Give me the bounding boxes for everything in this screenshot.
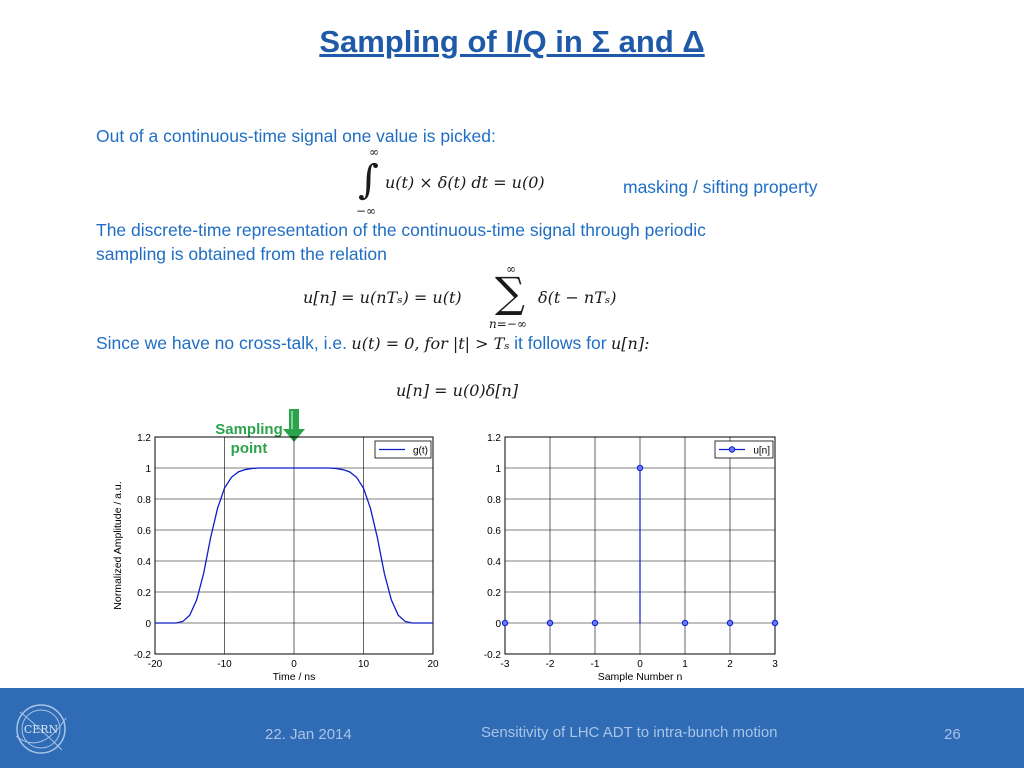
sum-upper-limit: ∞ <box>506 262 516 276</box>
x-tick-label: -20 <box>148 659 163 670</box>
x-tick-label: -10 <box>217 659 232 670</box>
y-tick-label: 0.4 <box>137 557 151 568</box>
y-tick-label: 1 <box>145 464 151 475</box>
y-tick-label: 1 <box>495 464 501 475</box>
x-tick-label: 3 <box>772 659 778 670</box>
legend-label: u[n] <box>753 446 770 457</box>
masking-label: masking / sifting property <box>623 177 818 197</box>
x-tick-label: 0 <box>291 659 297 670</box>
paragraph-line-1: The discrete-time representation of the … <box>96 220 706 240</box>
stem-marker <box>636 464 644 472</box>
x-tick-label: -1 <box>591 659 600 670</box>
crosstalk-line: Since we have no cross-talk, i.e. u(t) =… <box>96 333 649 354</box>
sum-lower-limit: n=−∞ <box>489 317 527 331</box>
crosstalk-condition: u(t) = 0, for |t| > Tₛ <box>351 334 510 353</box>
x-tick-label: -2 <box>546 659 555 670</box>
stem-marker <box>546 619 554 627</box>
y-tick-label: -0.2 <box>484 650 502 661</box>
legend-label: g(t) <box>413 446 428 457</box>
x-tick-label: 2 <box>727 659 733 670</box>
stem-marker <box>501 619 509 627</box>
equation-sampling-right: δ(t − nTₛ) <box>538 288 617 307</box>
x-tick-label: 10 <box>358 659 370 670</box>
plot-frame <box>154 436 434 655</box>
y-tick-label: 0.4 <box>487 557 501 568</box>
y-tick-label: 0.6 <box>137 526 151 537</box>
down-arrow-icon <box>283 409 305 442</box>
sampling-point-label: Sampling point <box>204 420 294 458</box>
y-tick-label: 0.8 <box>487 495 501 506</box>
slide-title: Sampling of I/Q in Σ and Δ <box>319 24 705 59</box>
y-tick-label: 0.2 <box>487 588 501 599</box>
x-tick-label: 1 <box>682 659 688 670</box>
stem-marker <box>591 619 599 627</box>
integral-upper-limit: ∞ <box>369 145 379 159</box>
x-tick-label: -3 <box>501 659 510 670</box>
chart-gt: -20 -10 0 10 20 -0.2 0 0.2 0.4 0.6 0.8 1 1.2 Time / n… <box>112 433 439 683</box>
x-tick-label: 20 <box>427 659 439 670</box>
equation-sifting: u(t) × δ(t) dt = u(0) <box>385 173 545 192</box>
cern-logo-icon: CERN <box>15 704 67 754</box>
integral-sign: ∫ <box>358 157 379 203</box>
intro-text: Out of a continuous-time signal one valu… <box>96 126 496 146</box>
y-axis-label: Normalized Amplitude / a.u. <box>112 481 124 609</box>
footer-bar: CERN 22. Jan 2014 Sensitivity of LHC ADT… <box>0 688 1024 768</box>
stem-marker <box>726 619 734 627</box>
stem-marker <box>771 619 779 627</box>
y-tick-label: 1.2 <box>137 433 151 444</box>
crosstalk-prefix: Since we have no cross-talk, i.e. <box>96 333 347 353</box>
equation-result: u[n] = u(0)δ[n] <box>396 381 519 400</box>
y-tick-label: 0.8 <box>137 495 151 506</box>
crosstalk-target: u[n]: <box>611 334 650 353</box>
x-tick-label: 0 <box>637 659 643 670</box>
y-tick-label: 0 <box>145 619 151 630</box>
y-tick-label: 0.6 <box>487 526 501 537</box>
y-tick-label: 0 <box>495 619 501 630</box>
sum-sign: ∑ <box>495 268 525 317</box>
integral-lower-limit: −∞ <box>356 204 377 218</box>
footer-subject: Sensitivity of LHC ADT to intra-bunch mo… <box>481 724 778 741</box>
x-axis-label: Sample Number n <box>598 671 683 683</box>
stem-marker <box>681 619 689 627</box>
footer-page-number: 26 <box>944 726 961 743</box>
footer-date: 22. Jan 2014 <box>265 726 352 743</box>
logo-text: CERN <box>24 723 59 736</box>
sampling-label-line-2: point <box>230 440 268 457</box>
sampling-label-line-1: Sampling <box>215 421 283 438</box>
plot-frame <box>504 436 776 655</box>
y-tick-label: 0.2 <box>137 588 151 599</box>
legend-marker <box>728 446 736 453</box>
y-tick-label: 1.2 <box>487 433 501 444</box>
chart-un: -3 -2 -1 0 1 2 3 -0.2 0 0.2 0.4 0.6 0.8 1 1.2 Sample Nu… <box>484 433 779 683</box>
paragraph-line-2: sampling is obtained from the relation <box>96 244 387 264</box>
series-line-gt <box>155 467 433 624</box>
equation-sampling-left: u[n] = u(nTₛ) = u(t) <box>303 288 462 307</box>
crosstalk-middle: it follows for <box>514 333 607 353</box>
y-tick-label: -0.2 <box>134 650 152 661</box>
x-axis-label: Time / ns <box>273 671 316 683</box>
